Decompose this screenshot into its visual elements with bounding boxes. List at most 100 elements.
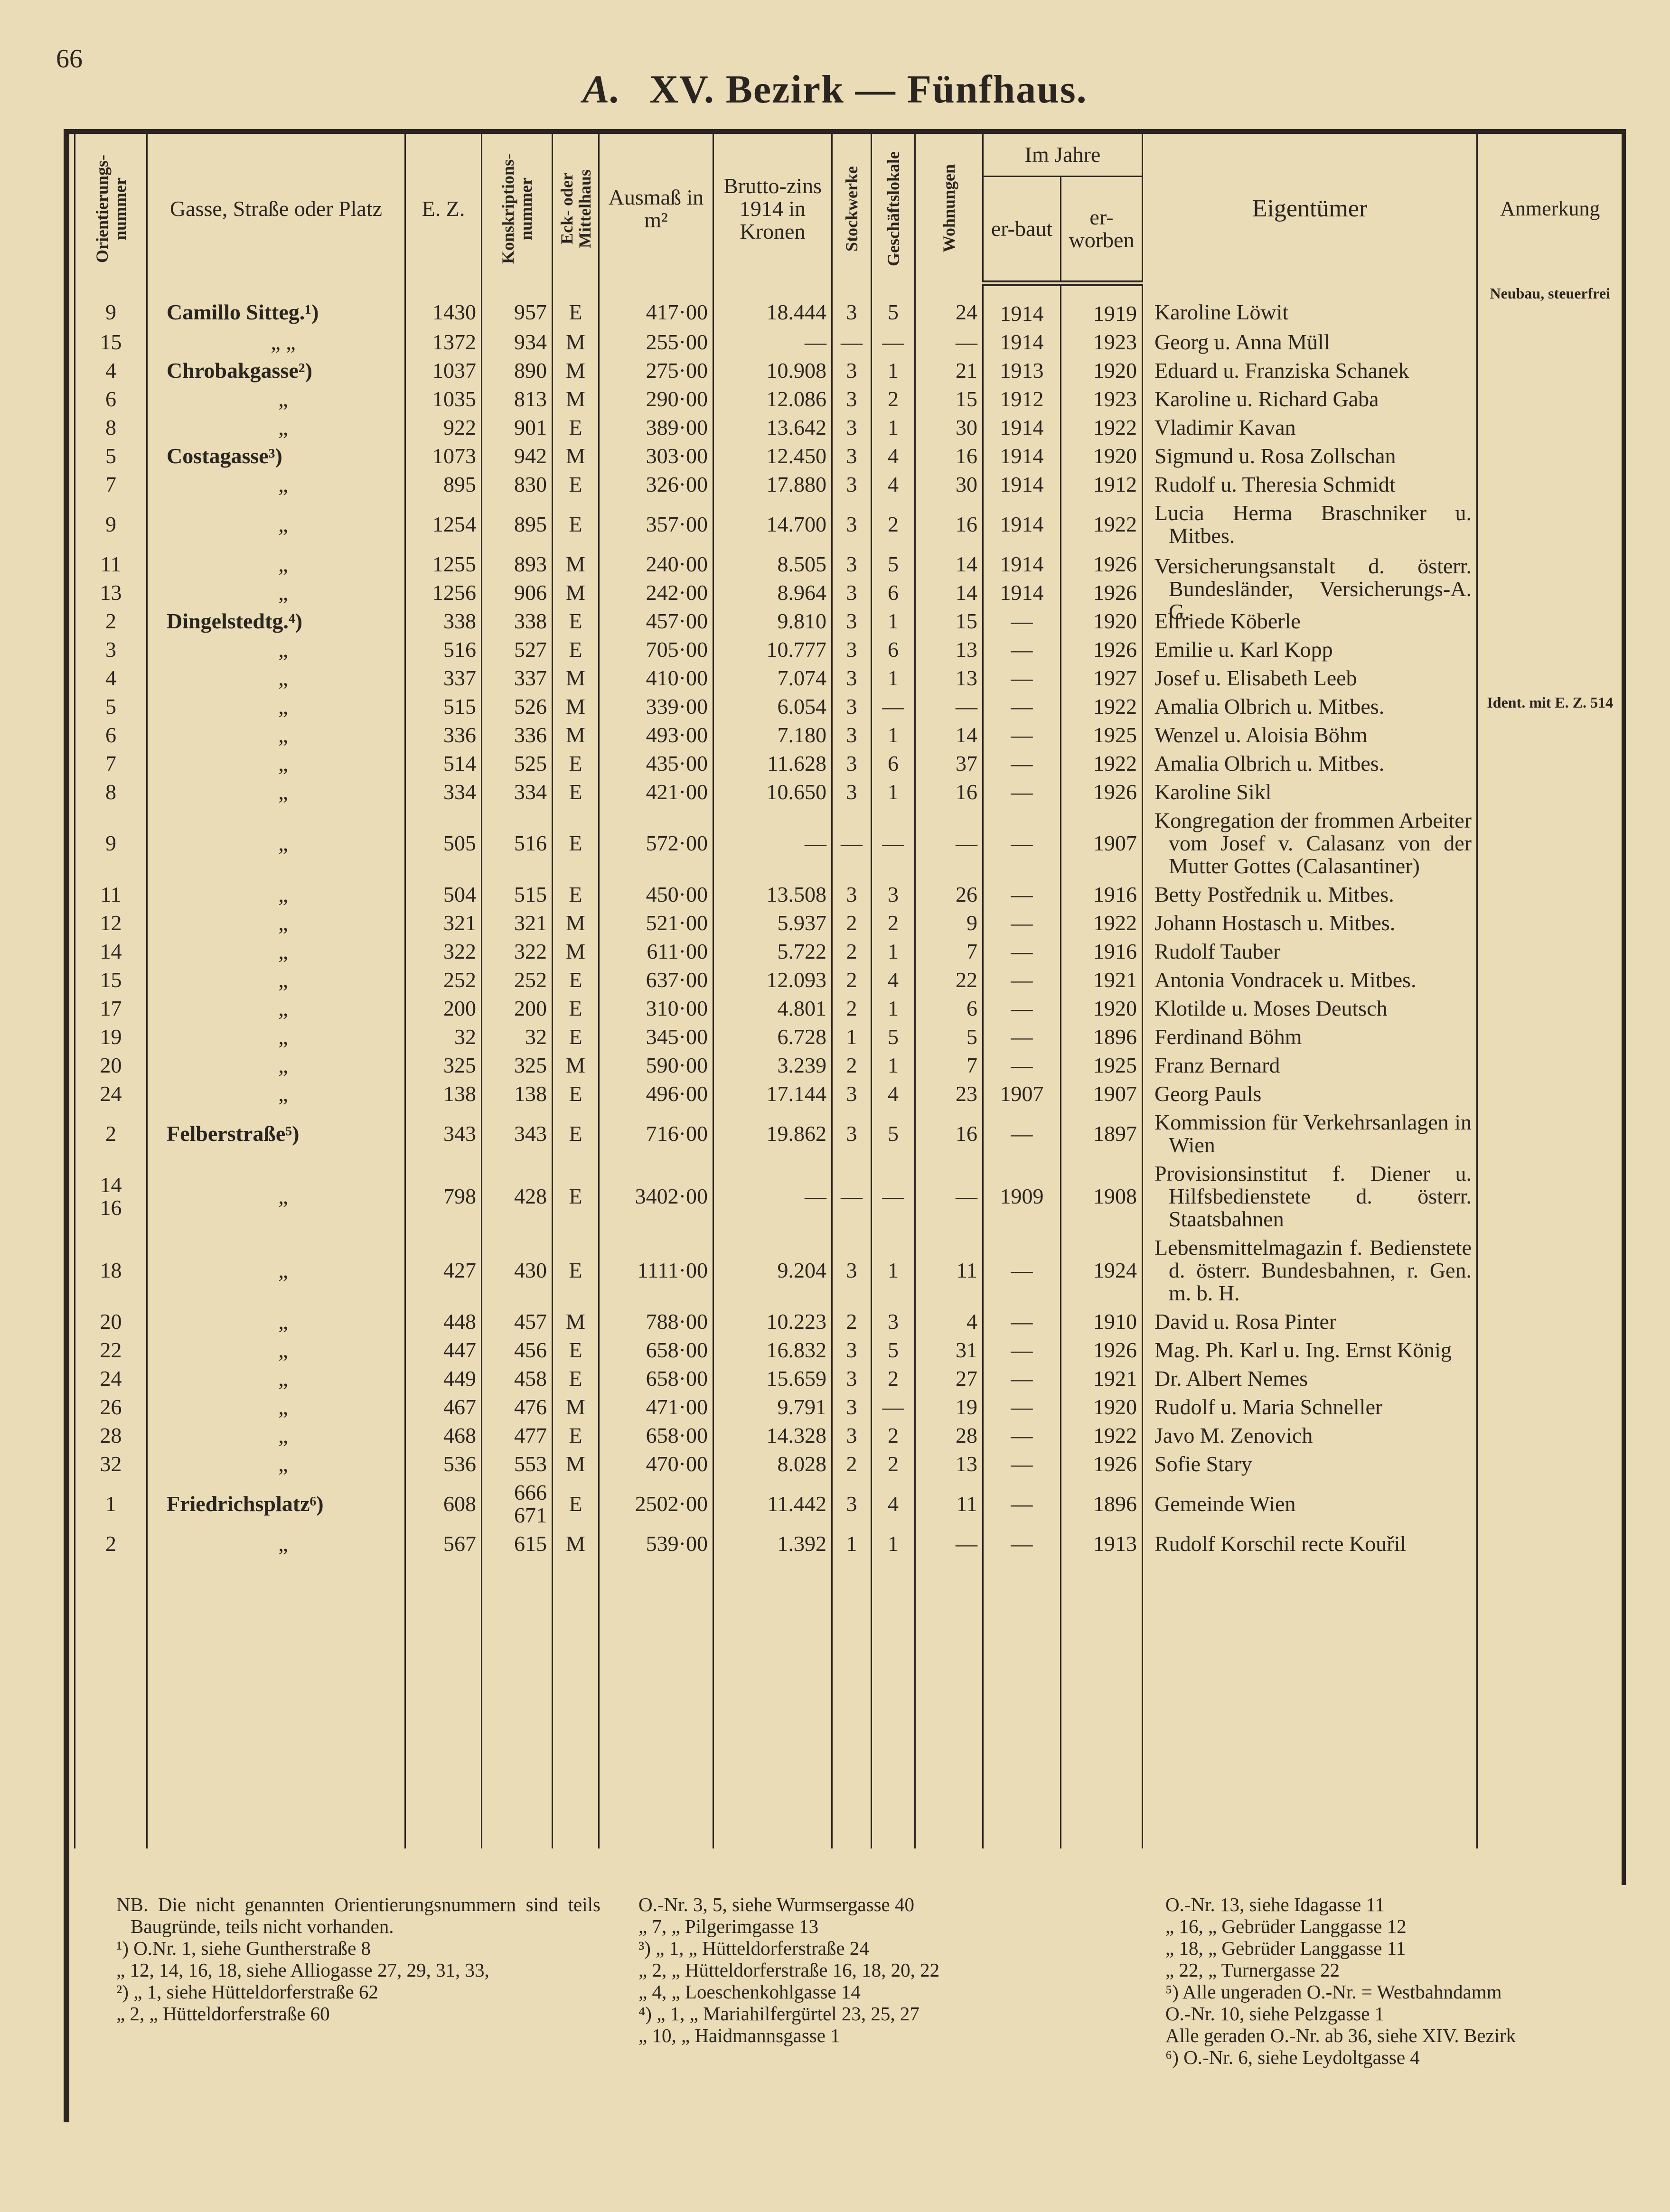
empty-cell <box>1476 1558 1622 1848</box>
erbaut-cell: 1914 <box>982 579 1061 607</box>
erworben-cell: 1916 <box>1060 880 1143 909</box>
gasse-cell: „ <box>146 721 405 749</box>
ez-cell: 895 <box>404 470 482 499</box>
anmerkung-cell <box>1476 550 1622 579</box>
table-row: 2 „ 567 615 M 539·00 1.392 1 1— —1913 Rudolf Korsc… <box>74 1530 1622 1558</box>
stockwerke-cell: 3 <box>831 442 872 470</box>
ez-cell: 1372 <box>404 328 482 356</box>
erbaut-cell: 1913 <box>982 356 1061 385</box>
wohnungen-cell: 14 <box>914 550 983 579</box>
wohnungen-cell: — <box>914 806 983 880</box>
geschaeftslokale-cell: 3 <box>871 1307 915 1336</box>
eck-mittelhaus-cell: M <box>552 1450 599 1478</box>
eigentuemer-cell: Betty Postřednik u. Mitbes. <box>1142 880 1477 909</box>
erworben-cell: 1926 <box>1060 1336 1143 1364</box>
gasse-cell: Dingelstedtg.⁴) <box>146 607 405 635</box>
erworben-cell: 1912 <box>1060 470 1143 499</box>
erworben-cell: 1920 <box>1060 994 1143 1023</box>
eigentuemer-cell: Karoline Sikl <box>1142 778 1477 806</box>
bruttozins-cell: 8.028 <box>713 1450 832 1478</box>
geschaeftslokale-cell: 5 <box>871 1023 915 1051</box>
eck-mittelhaus-cell: E <box>552 1421 599 1450</box>
ez-cell: 336 <box>404 721 482 749</box>
eigentuemer-cell: Sofie Stary <box>1142 1450 1477 1478</box>
stockwerke-cell: — <box>831 328 872 356</box>
wohnungen-cell: 9 <box>914 909 983 937</box>
orientierungsnummer-cell: 6 <box>74 721 147 749</box>
stockwerke-cell: — <box>831 1159 872 1233</box>
geschaeftslokale-cell: — <box>871 1393 915 1421</box>
anmerkung-cell <box>1476 1393 1622 1421</box>
table-row: 6 „ 336 336 M 493·00 7.180 3 1 14—1925 Wenzel u. A… <box>74 721 1622 749</box>
konskriptionsnummer-cell: 516 <box>481 806 553 880</box>
anmerkung-cell <box>1476 607 1622 635</box>
gasse-cell: „ <box>146 1080 405 1108</box>
gasse-cell: „ <box>146 385 405 413</box>
eigentuemer-cell: Kongregation der frommen Arbeiter vom Jo… <box>1142 806 1477 880</box>
footnote-column: O.-Nr. 13, siehe Idagasse 11 „ 16, „ Gebr… <box>1151 1894 1616 2068</box>
wohnungen-cell: 28 <box>914 1421 983 1450</box>
footnote-line: „ 2, „ Hütteldorferstraße 60 <box>116 2003 330 2025</box>
anmerkung-cell <box>1476 937 1622 966</box>
footnote-line: „ 22, „ Turnergasse 22 <box>1165 1959 1340 1981</box>
ez-cell: 514 <box>404 749 482 778</box>
anmerkung-cell <box>1476 1421 1622 1450</box>
footnote-line: „ 10, „ Haidmannsgasse 1 <box>638 2025 840 2046</box>
konskriptionsnummer-cell: 336 <box>481 721 553 749</box>
header-row: er-baut er-worben <box>75 176 1622 286</box>
bruttozins-cell: 13.508 <box>713 880 832 909</box>
erbaut-cell: — <box>982 721 1061 749</box>
orientierungsnummer-cell: 4 <box>74 664 147 692</box>
stockwerke-cell: 3 <box>831 1233 872 1307</box>
anmerkung-cell <box>1476 1023 1622 1051</box>
ausmass-cell: 435·00 <box>598 749 713 778</box>
filler-row <box>74 1558 1622 1848</box>
geschaeftslokale-cell: 1 <box>871 937 915 966</box>
bruttozins-cell: 18.444 <box>713 283 832 328</box>
column-header: Konskriptions-nummer <box>481 134 553 283</box>
column-header: Geschäftslokale <box>871 134 915 283</box>
erworben-cell: 1922 <box>1060 692 1143 721</box>
column-header: Eigentümer <box>1142 134 1477 283</box>
ez-cell: 1256 <box>404 579 482 607</box>
erworben-cell: 1922 <box>1060 1421 1143 1450</box>
wohnungen-cell: — <box>914 692 983 721</box>
erworben-cell: 1923 <box>1060 385 1143 413</box>
geschaeftslokale-cell: 4 <box>871 470 915 499</box>
ausmass-cell: 471·00 <box>598 1393 713 1421</box>
konskriptionsnummer-cell: 666 671 <box>481 1478 553 1530</box>
bruttozins-cell: 8.964 <box>713 579 832 607</box>
footnote-line: „ 16, „ Gebrüder Langgasse 12 <box>1165 1915 1407 1937</box>
footnote-line: „ 18, „ Gebrüder Langgasse 11 <box>1165 1937 1406 1959</box>
eck-mittelhaus-cell: M <box>552 937 599 966</box>
ausmass-cell: 326·00 <box>598 470 713 499</box>
erbaut-cell: — <box>982 909 1061 937</box>
geschaeftslokale-cell: 2 <box>871 1450 915 1478</box>
table-row: 17 „ 200 200 E 310·00 4.801 2 1 6—1920 Klotilde u.… <box>74 994 1622 1023</box>
orientierungsnummer-cell: 1 <box>74 1478 147 1530</box>
erbaut-cell: 1914 <box>982 470 1061 499</box>
column-header: Anmerkung <box>1476 134 1622 283</box>
geschaeftslokale-cell: 1 <box>871 413 915 442</box>
eigentuemer-cell: Rudolf Tauber <box>1142 937 1477 966</box>
page-title: A. XV. Bezirk — Fünfhaus. <box>0 66 1670 112</box>
ausmass-cell: 788·00 <box>598 1307 713 1336</box>
ez-cell: 608 <box>404 1478 482 1530</box>
eck-mittelhaus-cell: M <box>552 328 599 356</box>
geschaeftslokale-cell: 1 <box>871 994 915 1023</box>
erworben-cell: 1924 <box>1060 1233 1143 1307</box>
footnote-line: ⁴) „ 1, „ Mariahilfergürtel 23, 25, 27 <box>638 2003 919 2025</box>
anmerkung-cell <box>1476 1051 1622 1080</box>
gasse-cell: „ <box>146 880 405 909</box>
erworben-cell: 1920 <box>1060 442 1143 470</box>
ez-cell: 325 <box>404 1051 482 1080</box>
anmerkung-cell <box>1476 1108 1622 1159</box>
konskriptionsnummer-cell: 525 <box>481 749 553 778</box>
konskriptionsnummer-cell: 458 <box>481 1364 553 1393</box>
eigentuemer-cell: Lebensmittelmagazin f. Bedienstete d. ös… <box>1142 1233 1477 1307</box>
ez-cell: 138 <box>404 1080 482 1108</box>
ausmass-cell: 275·00 <box>598 356 713 385</box>
eck-mittelhaus-cell: E <box>552 283 599 328</box>
ausmass-cell: 590·00 <box>598 1051 713 1080</box>
eigentuemer-cell: Klotilde u. Moses Deutsch <box>1142 994 1477 1023</box>
